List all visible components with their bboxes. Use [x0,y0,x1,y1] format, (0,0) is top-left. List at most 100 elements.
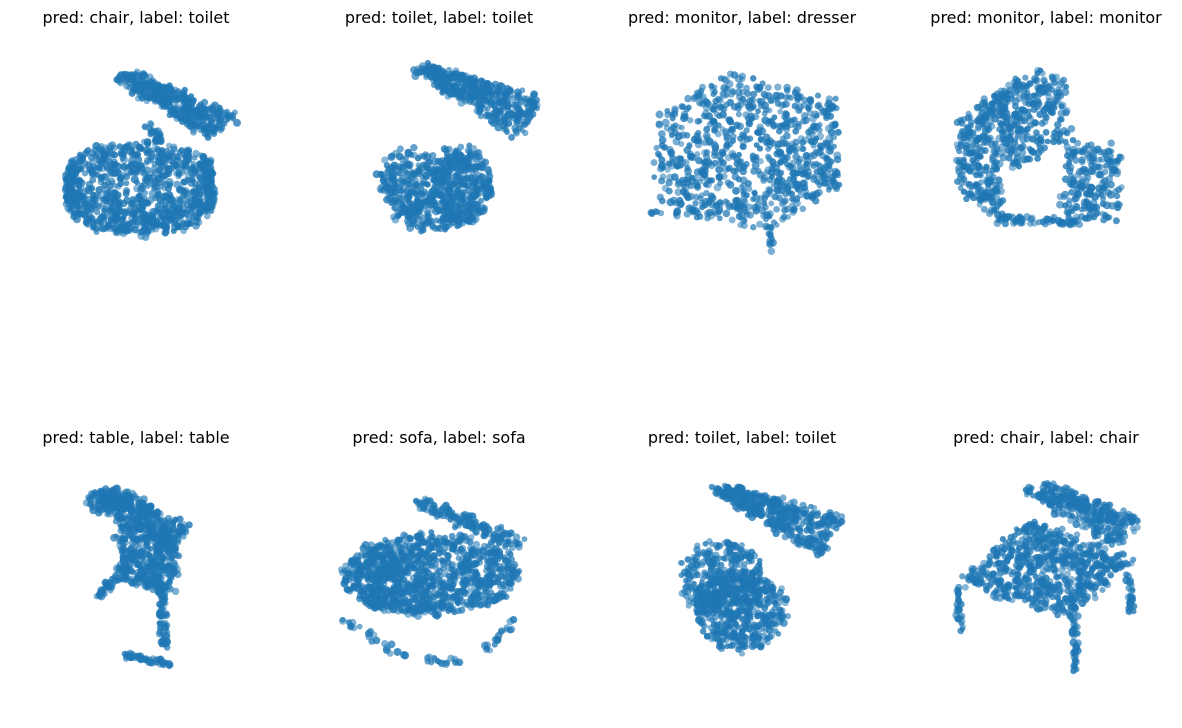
data-point [175,552,183,560]
data-point [991,140,999,148]
data-point [468,91,477,99]
data-point [756,220,764,228]
data-point [1100,183,1108,191]
data-point [1103,162,1109,169]
data-point [442,77,451,85]
data-point [749,115,756,122]
data-point [147,554,155,562]
data-point [809,160,816,167]
data-point [775,170,783,178]
data-point [754,85,763,93]
data-point [706,140,713,147]
data-point [968,119,975,126]
data-point [117,527,125,535]
data-point [414,224,421,231]
data-point [745,119,754,128]
data-point [90,500,97,507]
data-point [182,101,189,109]
point-cloud-plot [372,59,541,235]
data-point [980,205,988,213]
data-point [1068,205,1075,212]
data-point [1001,87,1008,95]
data-point [74,194,82,202]
data-point [420,226,427,234]
data-point [1044,84,1052,91]
data-point [1112,217,1120,225]
data-point [89,158,97,166]
data-point [107,491,115,498]
data-point [999,127,1006,135]
data-point [104,582,110,589]
data-point [722,76,731,85]
data-point [120,156,129,164]
data-point [708,177,716,184]
data-point [1085,174,1092,181]
data-point [192,184,199,190]
data-point [465,183,472,190]
data-point [394,212,401,219]
data-point [65,186,73,195]
data-point [167,518,174,525]
data-point [436,180,445,189]
data-point [1095,170,1103,179]
data-point [81,170,89,177]
data-point [204,199,212,207]
data-point [960,156,967,163]
data-point [776,127,783,135]
data-point [715,208,723,216]
data-point [699,159,707,166]
data-point [694,118,702,125]
data-point [673,212,681,220]
data-point [82,215,91,223]
data-point [107,147,114,154]
data-point [807,98,815,106]
data-point [704,215,711,222]
data-point [717,158,725,167]
data-point [1063,83,1070,90]
data-point [158,208,165,215]
data-point [383,183,392,192]
data-point [1062,202,1069,209]
data-point [665,187,673,195]
data-point [714,130,722,138]
subplot-4: pred: monitor, label: monitor [898,8,1182,308]
data-point [973,171,980,179]
data-point [69,168,77,177]
data-point [140,80,148,88]
data-point [404,160,412,168]
data-point [476,153,483,160]
data-point [1091,193,1100,201]
data-point [133,72,141,80]
data-point [684,94,692,103]
data-point [975,146,982,153]
data-point [964,132,972,141]
data-point [1065,167,1074,175]
data-point [147,545,154,552]
data-point [667,148,676,157]
data-point [1087,141,1095,149]
data-point [969,193,978,202]
data-point [121,208,129,217]
data-point [146,155,155,163]
data-point [1005,81,1013,89]
data-point [830,133,838,141]
data-point [960,162,968,170]
data-point [117,71,125,79]
data-point [496,118,504,126]
data-point [153,532,162,540]
data-point [484,111,492,119]
data-point [129,196,136,203]
data-point [774,83,782,91]
data-point [1034,103,1041,111]
data-point [457,177,464,185]
data-point [70,210,77,217]
data-point [115,183,122,190]
data-point [170,223,179,232]
data-point [751,203,759,212]
data-point [407,190,413,197]
data-point [954,144,961,151]
data-point [390,166,397,172]
data-point [794,93,803,102]
subplot-title: pred: chair, label: toilet [42,8,230,27]
data-point [728,216,736,224]
